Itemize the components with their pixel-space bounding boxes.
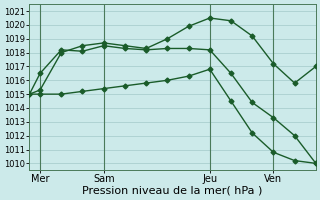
X-axis label: Pression niveau de la mer( hPa ): Pression niveau de la mer( hPa ) (83, 186, 263, 196)
